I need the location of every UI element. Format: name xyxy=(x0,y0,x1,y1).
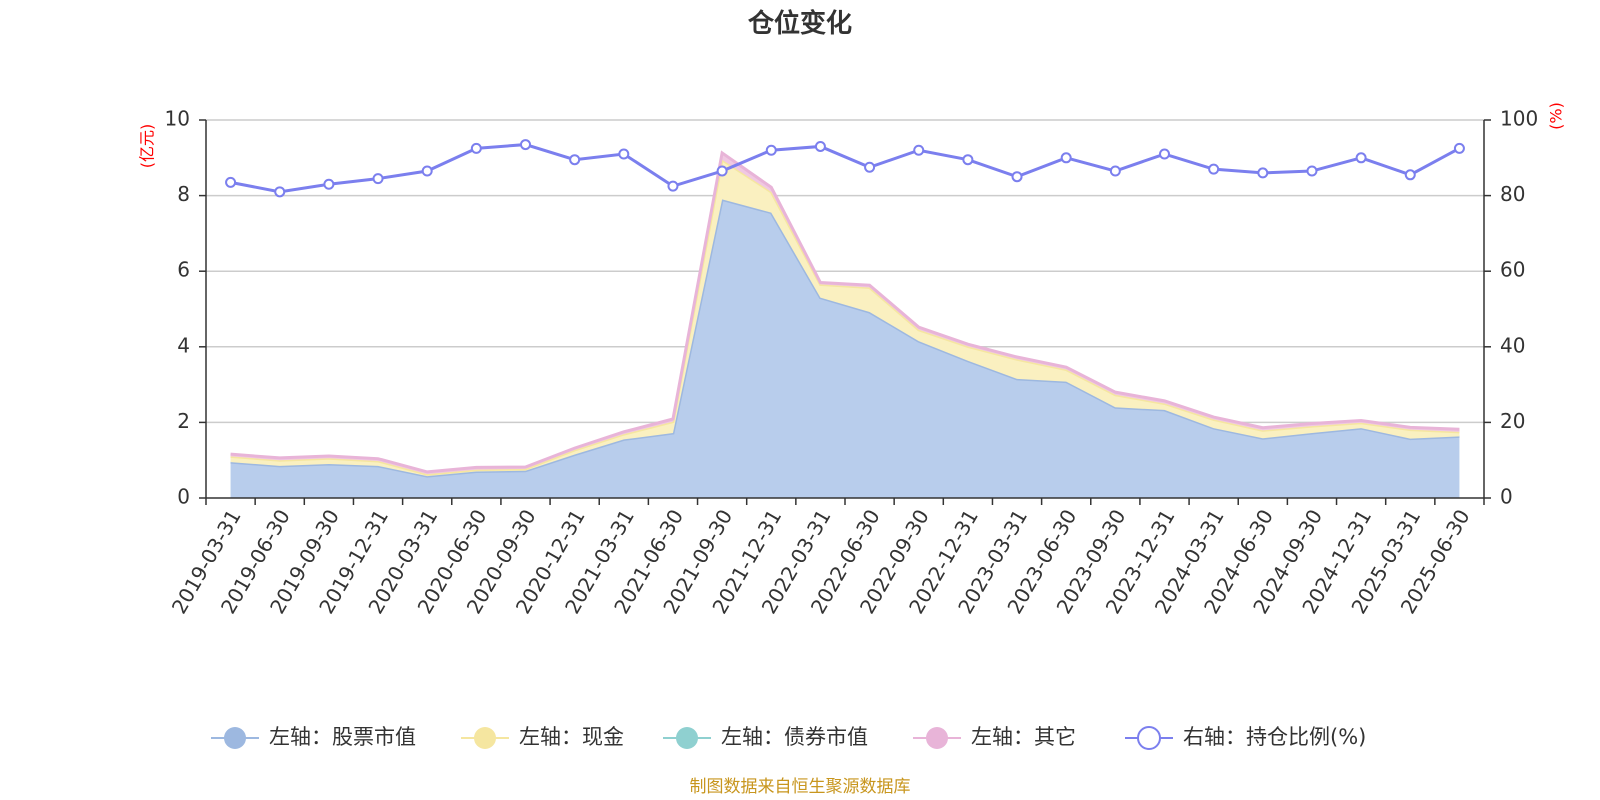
ratio-point xyxy=(667,180,679,192)
right-tick-label: 100 xyxy=(1500,107,1538,131)
left-tick-label: 10 xyxy=(165,107,190,131)
ratio-point xyxy=(1109,165,1121,177)
legend-label: 左轴：其它 xyxy=(971,725,1076,749)
ratio-point xyxy=(520,139,531,151)
ratio-point xyxy=(225,176,237,188)
ratio-line xyxy=(225,139,1465,198)
area-edge-左轴：其它 xyxy=(230,150,1460,474)
ratio-point xyxy=(1257,167,1269,179)
ratio-point xyxy=(1011,171,1023,183)
ratio-point xyxy=(470,142,482,154)
ratio-point xyxy=(765,144,777,156)
stacked-areas xyxy=(230,150,1460,498)
ratio-point xyxy=(1060,152,1072,164)
ratio-point xyxy=(1208,163,1220,175)
ratio-point xyxy=(1404,169,1416,181)
left-tick-label: 8 xyxy=(177,182,190,206)
right-tick-label: 40 xyxy=(1500,333,1525,357)
ratio-point xyxy=(913,144,925,156)
right-tick-label: 60 xyxy=(1500,258,1525,282)
legend-marker xyxy=(676,727,698,749)
ratio-point xyxy=(421,165,433,177)
legend: 左轴：股票市值 左轴：现金 左轴：债券市值 左轴：其它 右轴：持仓比例(%) xyxy=(211,725,1366,750)
left-axis-unit: (亿元) xyxy=(138,124,157,169)
ratio-point xyxy=(1355,152,1367,164)
data-source-footer: 制图数据来自恒生聚源数据库 xyxy=(690,777,911,797)
ratio-point xyxy=(323,178,335,190)
legend-label: 右轴：持仓比例(%) xyxy=(1183,725,1366,749)
right-axis-unit: (%) xyxy=(1547,102,1566,130)
area-左轴：股票市值 xyxy=(230,199,1460,498)
ratio-point xyxy=(618,148,630,160)
left-tick-label: 2 xyxy=(177,409,190,433)
legend-marker xyxy=(926,727,948,749)
legend-label: 左轴：股票市值 xyxy=(269,725,416,749)
ratio-point xyxy=(372,173,384,185)
legend-marker xyxy=(224,727,246,749)
legend-label: 左轴：债券市值 xyxy=(721,725,868,749)
legend-label: 左轴：现金 xyxy=(519,725,624,749)
line-右轴：持仓比例(%) xyxy=(230,143,1461,194)
right-tick-label: 20 xyxy=(1500,409,1525,433)
left-tick-label: 6 xyxy=(177,258,190,282)
legend-marker xyxy=(1137,726,1161,750)
right-tick-label: 80 xyxy=(1500,182,1525,206)
grid-lines xyxy=(206,119,1484,424)
ratio-point xyxy=(1159,148,1170,160)
ratio-point xyxy=(716,165,728,177)
chart-title: 仓位变化 xyxy=(747,8,852,39)
left-tick-label: 0 xyxy=(177,485,190,509)
left-tick-label: 4 xyxy=(177,333,190,357)
legend-marker xyxy=(474,727,496,749)
ratio-point xyxy=(814,140,826,152)
ratio-point xyxy=(962,154,974,166)
ratio-point xyxy=(274,186,286,198)
ratio-point xyxy=(864,161,876,173)
ratio-point xyxy=(1453,142,1465,154)
right-tick-label: 0 xyxy=(1500,485,1513,509)
ratio-point xyxy=(1306,165,1318,177)
ratio-point xyxy=(569,154,581,166)
